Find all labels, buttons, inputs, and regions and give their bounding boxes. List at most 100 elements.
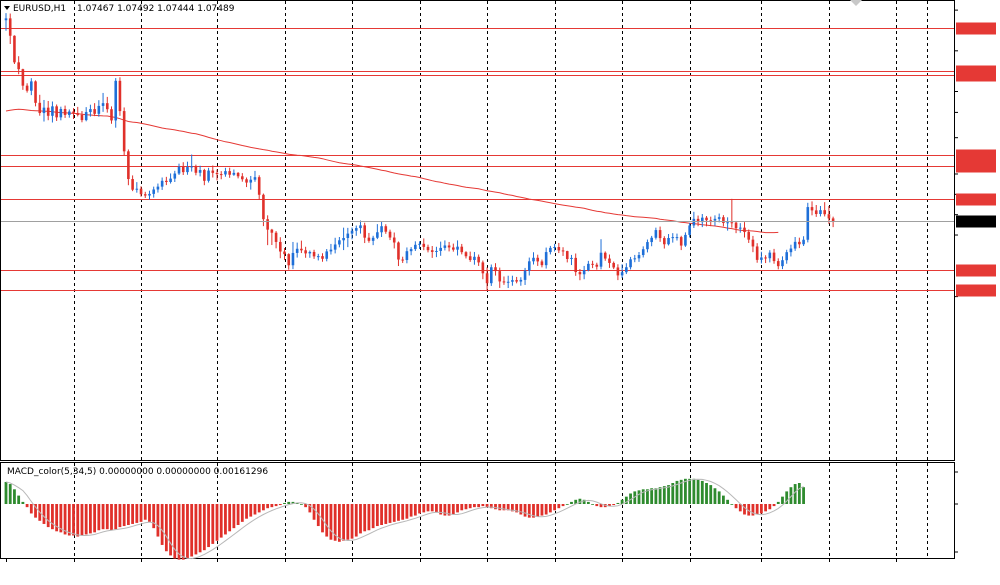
- macd-bar: [430, 504, 434, 512]
- macd-bar: [519, 504, 523, 515]
- candle-body: [452, 247, 455, 250]
- candle: [80, 111, 84, 123]
- candle: [772, 248, 776, 264]
- candle: [650, 235, 653, 247]
- candle-body: [751, 239, 755, 247]
- macd-bar: [300, 504, 303, 505]
- candle-body: [63, 108, 67, 115]
- candle-body: [249, 179, 253, 183]
- macd-bar: [325, 504, 329, 537]
- candle: [388, 229, 392, 241]
- candle-body: [620, 272, 624, 276]
- candle-body: [684, 234, 687, 246]
- candle: [519, 277, 523, 286]
- candle-body: [443, 245, 447, 248]
- candle-body: [13, 35, 16, 63]
- candle: [72, 108, 75, 119]
- candle-body: [80, 114, 84, 121]
- candle: [502, 276, 506, 285]
- candle: [570, 254, 573, 266]
- level-price-labels: [956, 22, 996, 297]
- candle: [152, 186, 155, 198]
- candle: [30, 78, 33, 96]
- macd-bar: [629, 493, 632, 504]
- candle: [266, 215, 269, 246]
- candle: [599, 239, 603, 270]
- candle: [228, 167, 231, 178]
- macd-bar: [785, 491, 789, 504]
- macd-panel[interactable]: [0, 462, 955, 559]
- candle: [430, 246, 434, 258]
- horizontal-levels[interactable]: [1, 28, 954, 291]
- candle-body: [435, 250, 438, 252]
- candle-body: [701, 217, 704, 223]
- macd-bar: [789, 487, 793, 504]
- candle: [274, 231, 278, 249]
- candle: [143, 191, 147, 198]
- candle: [439, 241, 442, 256]
- candle-body: [165, 180, 168, 183]
- candle-body: [814, 210, 818, 215]
- candle-body: [785, 252, 788, 261]
- candle-body: [312, 251, 316, 257]
- candle-body: [232, 172, 236, 175]
- candle-body: [490, 267, 493, 284]
- candle-body: [371, 237, 375, 241]
- candle-body: [709, 220, 713, 222]
- candle: [139, 186, 143, 197]
- macd-indicator-label: MACD_color(5,34,5) 0.00000000 0.00000000…: [7, 467, 268, 477]
- candle: [300, 240, 303, 254]
- candle: [679, 235, 683, 251]
- candle: [127, 149, 130, 186]
- symbol-dropdown-icon[interactable]: [4, 6, 10, 10]
- macd-bar: [654, 488, 658, 504]
- macd-bar: [426, 504, 430, 512]
- candle-body: [84, 112, 88, 121]
- candle: [46, 100, 50, 121]
- candle: [359, 220, 362, 234]
- candle-body: [793, 241, 797, 249]
- candle: [367, 232, 371, 243]
- candle: [515, 276, 518, 284]
- candle: [350, 227, 354, 240]
- macd-bar: [435, 504, 438, 513]
- macd-signal-line: [5, 478, 804, 560]
- symbol-timeframe-label: EURUSD,H1: [13, 4, 66, 14]
- candle: [380, 221, 383, 238]
- macd-bar: [257, 504, 261, 513]
- macd-bar: [89, 504, 92, 534]
- time-axis[interactable]: [6, 558, 897, 562]
- candle-body: [68, 111, 71, 115]
- macd-bar: [561, 504, 565, 507]
- candle-body: [426, 246, 430, 251]
- macd-bar: [667, 485, 670, 504]
- candle-body: [388, 231, 392, 238]
- macd-bar: [342, 504, 345, 541]
- chart-shift-marker-icon[interactable]: [850, 0, 862, 6]
- macd-bar: [8, 484, 12, 504]
- macd-bar: [194, 504, 198, 555]
- current-price-label: 1.07489: [956, 215, 996, 228]
- candle: [376, 224, 379, 240]
- price-panel[interactable]: [0, 0, 955, 461]
- macd-bar: [751, 504, 755, 516]
- candle-body: [722, 217, 725, 224]
- macd-bar: [198, 504, 202, 553]
- candle: [608, 254, 611, 268]
- candle-body: [595, 264, 599, 267]
- macd-bar: [464, 504, 468, 510]
- macd-bar: [700, 480, 704, 504]
- macd-bar: [287, 501, 291, 504]
- candle-body: [274, 232, 278, 242]
- candle: [688, 222, 691, 238]
- macd-bar: [608, 504, 611, 507]
- macd-bar: [126, 504, 130, 525]
- macd-bar: [67, 504, 71, 536]
- candle: [629, 256, 632, 270]
- macd-bar: [586, 501, 590, 504]
- macd-bar: [93, 504, 97, 533]
- candle: [692, 211, 696, 228]
- candle-body: [831, 218, 835, 222]
- candle-body: [654, 230, 658, 238]
